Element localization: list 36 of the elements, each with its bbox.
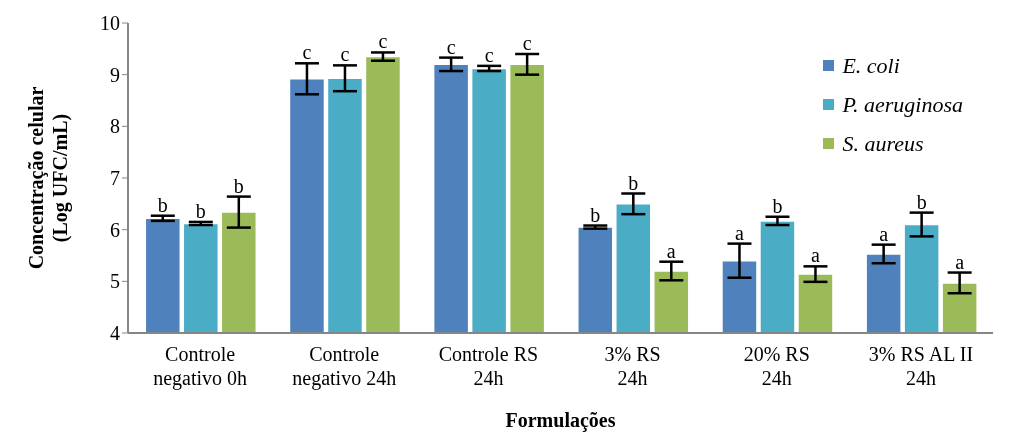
y-tick-label: 4 [110,322,120,345]
data-label: c [302,41,312,64]
x-tick-label: Controle negativo 24h [292,343,397,390]
data-label: c [340,43,350,66]
data-label: b [916,190,927,213]
data-label: a [879,222,889,245]
data-label: a [955,250,965,273]
data-label: c [378,30,388,53]
y-tick-label: 10 [100,12,120,35]
x-tick-label: 3% RS 24h [604,343,661,389]
x-tick-label: 3% RS AL II 24h [868,343,974,389]
y-tick-label: 8 [110,115,120,138]
data-label: a [666,239,676,262]
data-label: b [628,171,639,194]
y-axis-title: Concentração celular (Log UFC/mL) [25,86,72,270]
data-label: c [522,32,532,54]
legend-label: E. coli [842,52,900,80]
data-label: c [484,43,494,66]
data-label: c [446,35,456,58]
legend-label: S. aureus [842,130,924,158]
data-label: b [195,199,206,222]
x-tick-label: 20% RS 24h [743,343,810,389]
y-tick-label: 7 [110,167,120,190]
data-label: b [233,174,244,197]
x-tick-label: Controle RS 24h [438,343,539,389]
data-label: b [590,203,601,226]
x-tick-label: Controle negativo 0h [153,343,248,390]
y-tick-label: 9 [110,63,120,86]
data-label: a [735,221,745,244]
legend-label: P. aeruginosa [842,91,963,119]
data-label: a [811,244,821,267]
data-label: b [772,194,783,217]
x-axis-title: Formulações [505,409,616,432]
data-label: b [157,193,168,216]
y-tick-label: 5 [110,270,120,293]
y-tick-label: 6 [110,218,120,241]
